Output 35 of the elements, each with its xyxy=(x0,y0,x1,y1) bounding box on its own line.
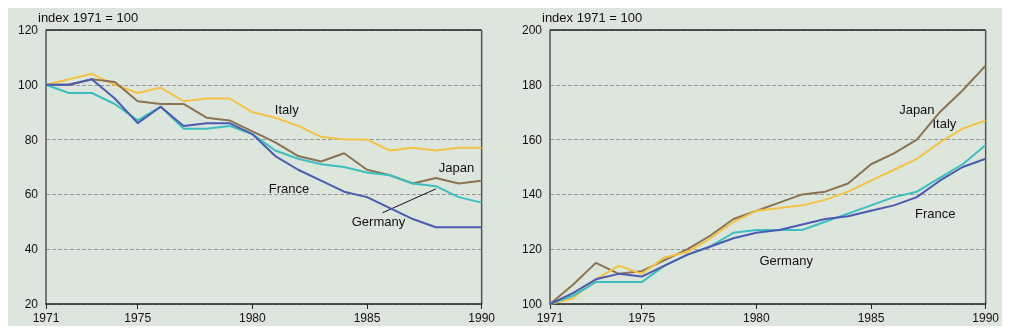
series-label: Germany xyxy=(759,252,814,268)
y-tick-label: 180 xyxy=(521,77,543,92)
x-tick-label: 1980 xyxy=(743,311,771,325)
y-axis-title: index 1971 = 100 xyxy=(38,10,139,25)
line-series xyxy=(45,83,483,204)
y-tick-label: 160 xyxy=(521,132,543,147)
x-tick-label: 1971 xyxy=(32,311,60,325)
y-tick-label: 100 xyxy=(521,297,543,311)
series-label: Japan xyxy=(899,101,935,117)
series-label: Japan xyxy=(438,159,475,175)
x-tick-label: 1985 xyxy=(857,311,885,325)
y-tick-label: 120 xyxy=(521,242,543,257)
x-tick-label: 1990 xyxy=(468,311,496,325)
y-tick-label: 100 xyxy=(17,77,39,92)
x-tick-label: 1975 xyxy=(124,311,152,325)
y-tick-label: 80 xyxy=(24,132,39,147)
y-tick-label: 60 xyxy=(24,187,39,202)
y-axis-title: index 1971 = 100 xyxy=(542,10,643,25)
line-series xyxy=(45,72,483,152)
series-label: France xyxy=(268,181,310,197)
x-tick-label: 1985 xyxy=(353,311,381,325)
y-tick-label: 20 xyxy=(24,297,39,311)
y-tick-label: 120 xyxy=(17,23,39,37)
x-tick-label: 1980 xyxy=(239,311,267,325)
series-label: Italy xyxy=(274,101,300,117)
text: Germany xyxy=(351,214,406,230)
y-tick-label: 140 xyxy=(521,187,543,202)
x-tick-label: 1975 xyxy=(628,311,656,325)
x-tick-label: 1971 xyxy=(536,311,564,325)
series-label: Italy xyxy=(932,115,957,131)
line-series xyxy=(45,78,483,229)
y-tick-label: 40 xyxy=(24,242,39,257)
x-tick-label: 1990 xyxy=(972,311,1000,325)
y-tick-label: 200 xyxy=(521,23,543,37)
series-label: France xyxy=(914,206,956,222)
